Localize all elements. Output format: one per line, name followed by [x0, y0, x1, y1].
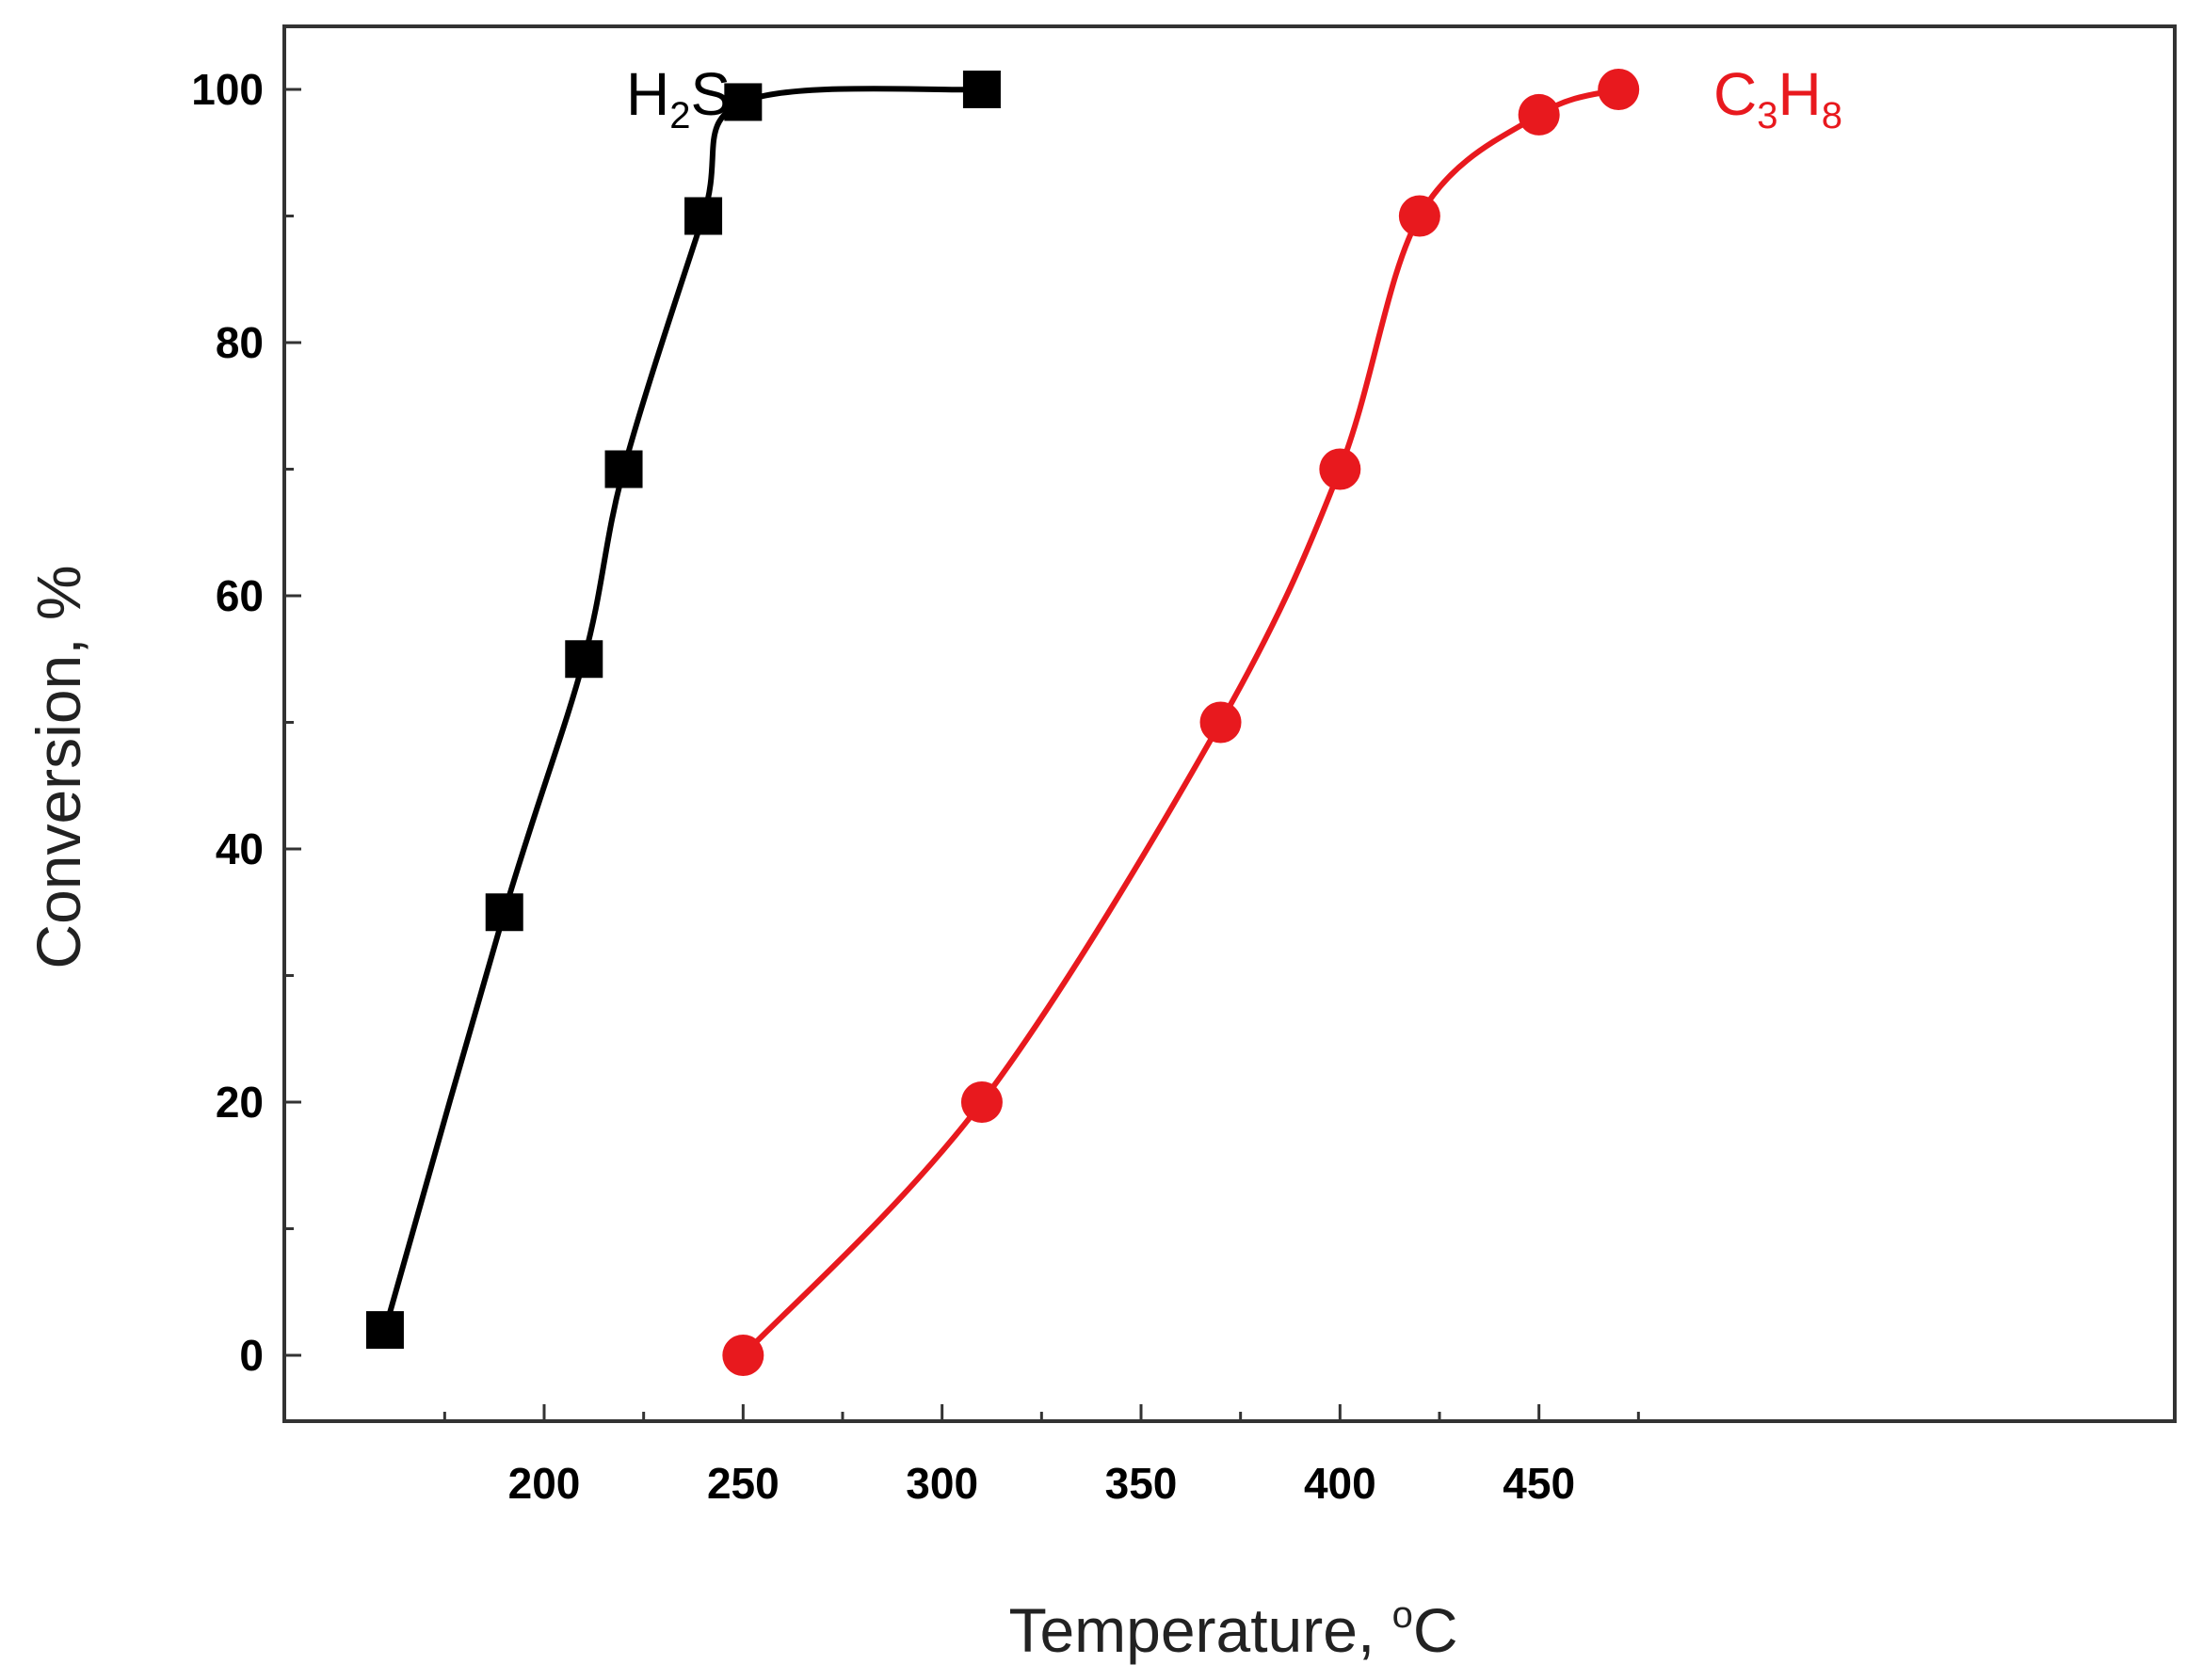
x-tick-label: 400	[1304, 1459, 1376, 1508]
series-line-0	[382, 86, 983, 1331]
data-point-square	[962, 71, 1001, 108]
axis-tick-labels: 200 250 300 350 400 450 0 20 40 60 80 100	[191, 65, 1575, 1508]
x-tick-label: 250	[707, 1459, 780, 1508]
data-point-circle	[722, 1335, 764, 1376]
series-label-text: H	[1777, 60, 1821, 128]
series-label-1: C3H8	[1713, 60, 1842, 136]
series-label-subscript: 8	[1822, 95, 1842, 136]
x-axis-title-unit: C	[1413, 1595, 1458, 1665]
data-point-square	[684, 197, 723, 235]
y-tick-label: 40	[216, 824, 264, 873]
axis-ticks	[284, 88, 1640, 1421]
x-axis-title-degree: o	[1392, 1594, 1413, 1636]
series-label-0: H2S	[626, 60, 731, 136]
data-point-square	[365, 1311, 404, 1350]
data-point-circle	[1319, 448, 1361, 490]
x-axis-title-main: Temperature,	[1008, 1595, 1391, 1665]
series-label-subscript: 2	[669, 95, 690, 136]
y-tick-label: 60	[216, 571, 264, 620]
x-tick-label: 350	[1105, 1459, 1178, 1508]
series-lines	[382, 86, 1620, 1358]
series-label-text: C	[1713, 60, 1757, 128]
data-point-square	[604, 450, 643, 488]
series-label-text: S	[690, 60, 731, 128]
x-tick-label: 300	[906, 1459, 978, 1508]
data-point-circle	[1398, 195, 1440, 237]
x-tick-label: 200	[508, 1459, 581, 1508]
data-point-circle	[1598, 69, 1640, 110]
x-tick-label: 450	[1503, 1459, 1575, 1508]
data-point-circle	[1518, 93, 1560, 136]
series-line-1	[741, 87, 1620, 1358]
series-label-subscript: 3	[1757, 95, 1777, 136]
series-label-text: H	[626, 60, 669, 128]
data-point-square	[485, 893, 523, 932]
data-point-circle	[1199, 701, 1242, 744]
y-tick-label: 0	[239, 1331, 264, 1380]
series-labels: H2S C3H8	[626, 60, 1842, 136]
y-tick-label: 20	[216, 1078, 264, 1127]
x-axis-title: Temperature, oC	[1008, 1594, 1457, 1665]
data-point-circle	[960, 1081, 1003, 1123]
data-point-square	[724, 83, 763, 121]
series-markers	[365, 69, 1640, 1376]
y-tick-label: 100	[191, 65, 264, 114]
y-axis-title: Conversion, %	[24, 565, 93, 968]
data-point-square	[565, 640, 603, 679]
y-tick-label: 80	[216, 318, 264, 367]
